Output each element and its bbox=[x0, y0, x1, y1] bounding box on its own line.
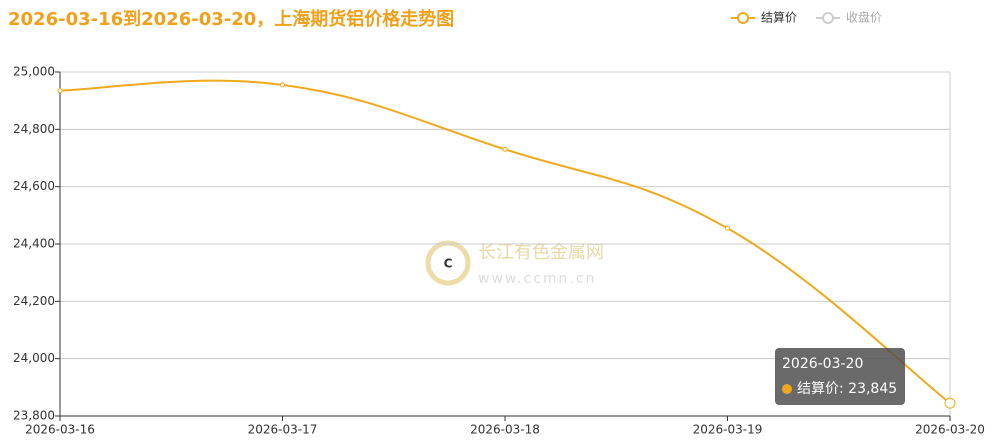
y-tick-label: 24,400 bbox=[13, 237, 55, 251]
point bbox=[502, 146, 508, 152]
x-tick-label: 2026-03-17 bbox=[248, 423, 318, 437]
tooltip: 2026-03-20 结算价: 23,845 bbox=[775, 348, 905, 405]
point bbox=[280, 82, 285, 88]
legend[interactable]: 结算价 收盘价 bbox=[731, 10, 882, 25]
tooltip-box bbox=[775, 348, 905, 405]
tooltip-title: 2026-03-20 bbox=[782, 356, 863, 372]
watermark-url: www.ccmn.cn bbox=[478, 271, 596, 287]
legend-label[interactable]: 收盘价 bbox=[846, 10, 882, 25]
x-tick-label: 2026-03-19 bbox=[693, 423, 763, 437]
y-tick-label: 24,600 bbox=[13, 179, 55, 193]
tooltip-text: 结算价: 23,845 bbox=[797, 381, 897, 397]
y-tick-label: 25,000 bbox=[13, 65, 55, 79]
point bbox=[944, 397, 956, 409]
watermark-name: 长江有色金属网 bbox=[478, 242, 604, 263]
x-tick-label: 2026-03-20 bbox=[915, 423, 985, 437]
y-tick-label: 23,800 bbox=[13, 409, 55, 423]
y-tick-label: 24,200 bbox=[13, 294, 55, 308]
point bbox=[57, 88, 63, 94]
y-tick-label: 24,800 bbox=[13, 122, 55, 136]
legend-marker bbox=[822, 12, 834, 24]
legend-label[interactable]: 结算价 bbox=[761, 10, 797, 25]
watermark-logo bbox=[425, 240, 471, 286]
tooltip-dot bbox=[782, 384, 792, 394]
watermark: C 长江有色金属网 www.ccmn.cn bbox=[425, 240, 604, 287]
watermark-logo-letter: C bbox=[444, 257, 453, 271]
chart-title: 2026-03-16到2026-03-20，上海期货铝价格走势图 bbox=[8, 8, 454, 30]
y-tick-label: 24,000 bbox=[13, 351, 55, 365]
x-tick-label: 2026-03-16 bbox=[25, 423, 95, 437]
legend-marker bbox=[737, 12, 749, 24]
x-tick-label: 2026-03-18 bbox=[470, 423, 540, 437]
point bbox=[725, 225, 730, 231]
